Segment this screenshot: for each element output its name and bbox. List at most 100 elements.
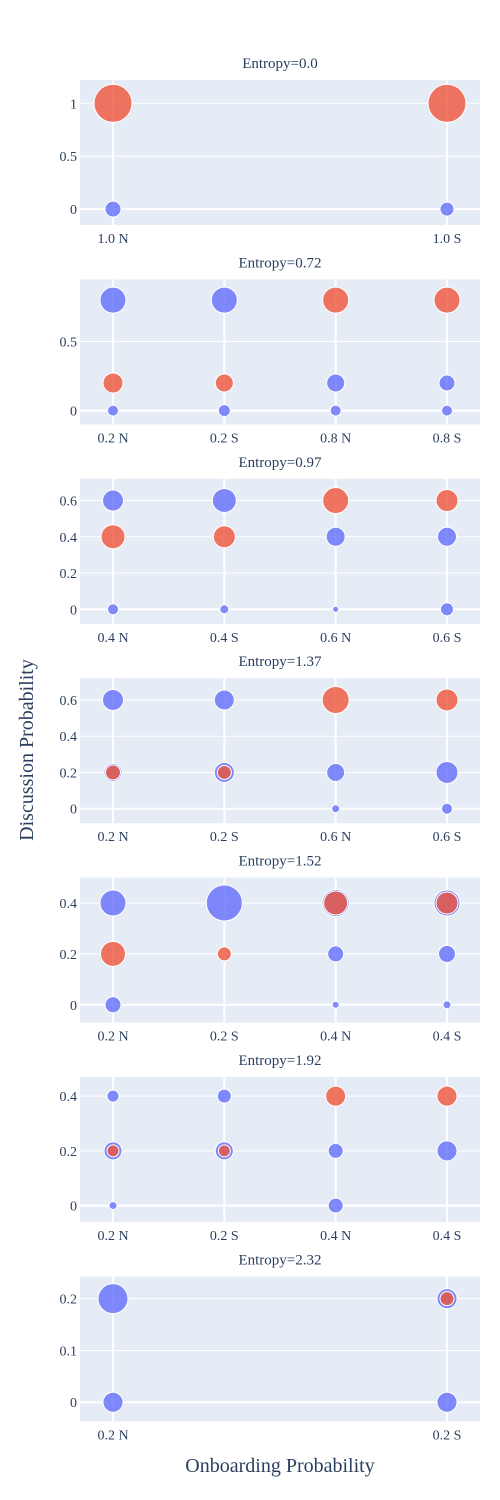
data-point (216, 946, 232, 962)
x-tick-label: 1.0 S (433, 232, 462, 247)
panel-title: Entropy=0.72 (238, 255, 321, 271)
data-point (99, 286, 127, 314)
x-tick-label: 0.6 N (320, 830, 351, 845)
panel-4: 0 0.2 0.4 0.2 N 0.2 S 0.4 N 0.4 S Entropy=1.52 (60, 854, 480, 1045)
data-point (104, 996, 122, 1014)
y-tick-label: 0.4 (60, 730, 78, 745)
plot-background (80, 877, 480, 1023)
plot-background (80, 1077, 480, 1222)
data-point (327, 945, 345, 963)
panel-2: 0 0.2 0.4 0.6 0.4 N 0.4 S 0.6 N 0.6 S Entropy=0.… (60, 455, 480, 646)
data-point (327, 1142, 344, 1159)
y-tick-label: 0.5 (60, 150, 78, 165)
x-tick-label: 0.2 N (97, 1229, 128, 1244)
data-point (438, 374, 456, 392)
data-point (435, 891, 459, 915)
y-tick-label: 0.2 (60, 1293, 78, 1308)
x-tick-label: 0.6 S (433, 631, 462, 646)
panel-5: 0 0.2 0.4 0.2 N 0.2 S 0.4 N 0.4 S Entropy=1.92 (60, 1053, 480, 1244)
y-tick-label: 0.4 (60, 897, 78, 912)
y-tick-label: 0.2 (60, 948, 78, 963)
data-point (440, 602, 454, 617)
data-point (102, 1391, 124, 1413)
data-point (105, 764, 121, 781)
x-tick-label: 0.2 N (97, 431, 128, 446)
data-point (438, 944, 456, 963)
data-point (97, 1283, 129, 1315)
x-tick-label: 0.8 S (433, 431, 462, 446)
y-tick-label: 0.4 (60, 1090, 78, 1105)
data-point (435, 688, 459, 712)
data-point (331, 804, 341, 814)
data-point (100, 940, 126, 967)
data-point (332, 605, 340, 613)
data-point (213, 689, 235, 711)
data-point (427, 83, 467, 123)
y-tick-label: 0.6 (60, 495, 78, 510)
x-tick-label: 1.0 N (97, 232, 128, 247)
x-tick-label: 0.4 S (210, 631, 239, 646)
data-point (107, 404, 119, 417)
panel-title: Entropy=0.97 (238, 455, 322, 471)
data-point (437, 526, 457, 547)
chart-panels: 0 0.5 1 1.0 N 1.0 S Entropy=0.0 0 0.5 0.2 N 0.2 S… (60, 56, 480, 1443)
y-tick-label: 0.2 (60, 567, 78, 582)
data-point (93, 83, 133, 123)
data-point (102, 372, 124, 394)
data-point (99, 889, 127, 917)
x-tick-label: 0.4 N (97, 631, 128, 646)
y-tick-label: 0 (70, 1200, 77, 1215)
y-tick-label: 0 (70, 1396, 77, 1411)
x-tick-label: 0.2 S (210, 1030, 239, 1045)
data-point (107, 603, 119, 616)
data-point (108, 1201, 118, 1211)
y-tick-label: 0.2 (60, 1145, 78, 1160)
plot-background (80, 1276, 480, 1422)
data-point (331, 1000, 340, 1009)
data-point (211, 488, 237, 514)
plot-background (80, 279, 480, 425)
y-tick-label: 0.6 (60, 694, 78, 709)
x-tick-label: 0.2 N (97, 1428, 128, 1443)
data-point (322, 487, 350, 515)
data-point (321, 685, 350, 714)
data-point (205, 884, 243, 922)
data-point (325, 1085, 347, 1107)
x-tick-label: 0.2 S (210, 431, 239, 446)
x-tick-label: 0.4 S (433, 1229, 462, 1244)
panel-title: Entropy=0.0 (242, 56, 318, 72)
data-point (325, 526, 346, 547)
data-point (327, 1197, 344, 1214)
data-point (435, 760, 459, 784)
panel-6: 0 0.1 0.2 0.2 N 0.2 S Entropy=2.32 (60, 1252, 480, 1443)
plot-background (80, 80, 480, 225)
data-point (323, 890, 349, 916)
data-point (442, 1000, 452, 1010)
y-tick-label: 0 (70, 999, 77, 1014)
data-point (106, 1089, 120, 1103)
x-tick-label: 0.6 S (433, 830, 462, 845)
panel-title: Entropy=1.37 (238, 654, 322, 670)
data-point (326, 373, 346, 393)
y-tick-label: 0 (70, 803, 77, 818)
data-point (326, 762, 346, 782)
data-point (441, 404, 453, 417)
panel-1: 0 0.5 0.2 N 0.2 S 0.8 N 0.8 S Entropy=0.72 (60, 255, 480, 446)
data-point (439, 1291, 455, 1307)
data-point (212, 525, 236, 549)
plot-background (80, 678, 480, 824)
data-point (102, 489, 124, 512)
x-tick-label: 0.6 N (320, 631, 351, 646)
x-tick-label: 0.4 S (433, 1030, 462, 1045)
data-point (436, 1140, 458, 1162)
panel-title: Entropy=1.52 (238, 854, 321, 870)
y-tick-label: 0 (70, 603, 77, 618)
data-point (322, 286, 350, 314)
data-point (329, 404, 342, 417)
data-point (104, 200, 122, 218)
panel-title: Entropy=2.32 (238, 1252, 321, 1268)
data-point (100, 524, 126, 550)
plot-background (80, 478, 480, 624)
data-point (436, 1391, 458, 1413)
